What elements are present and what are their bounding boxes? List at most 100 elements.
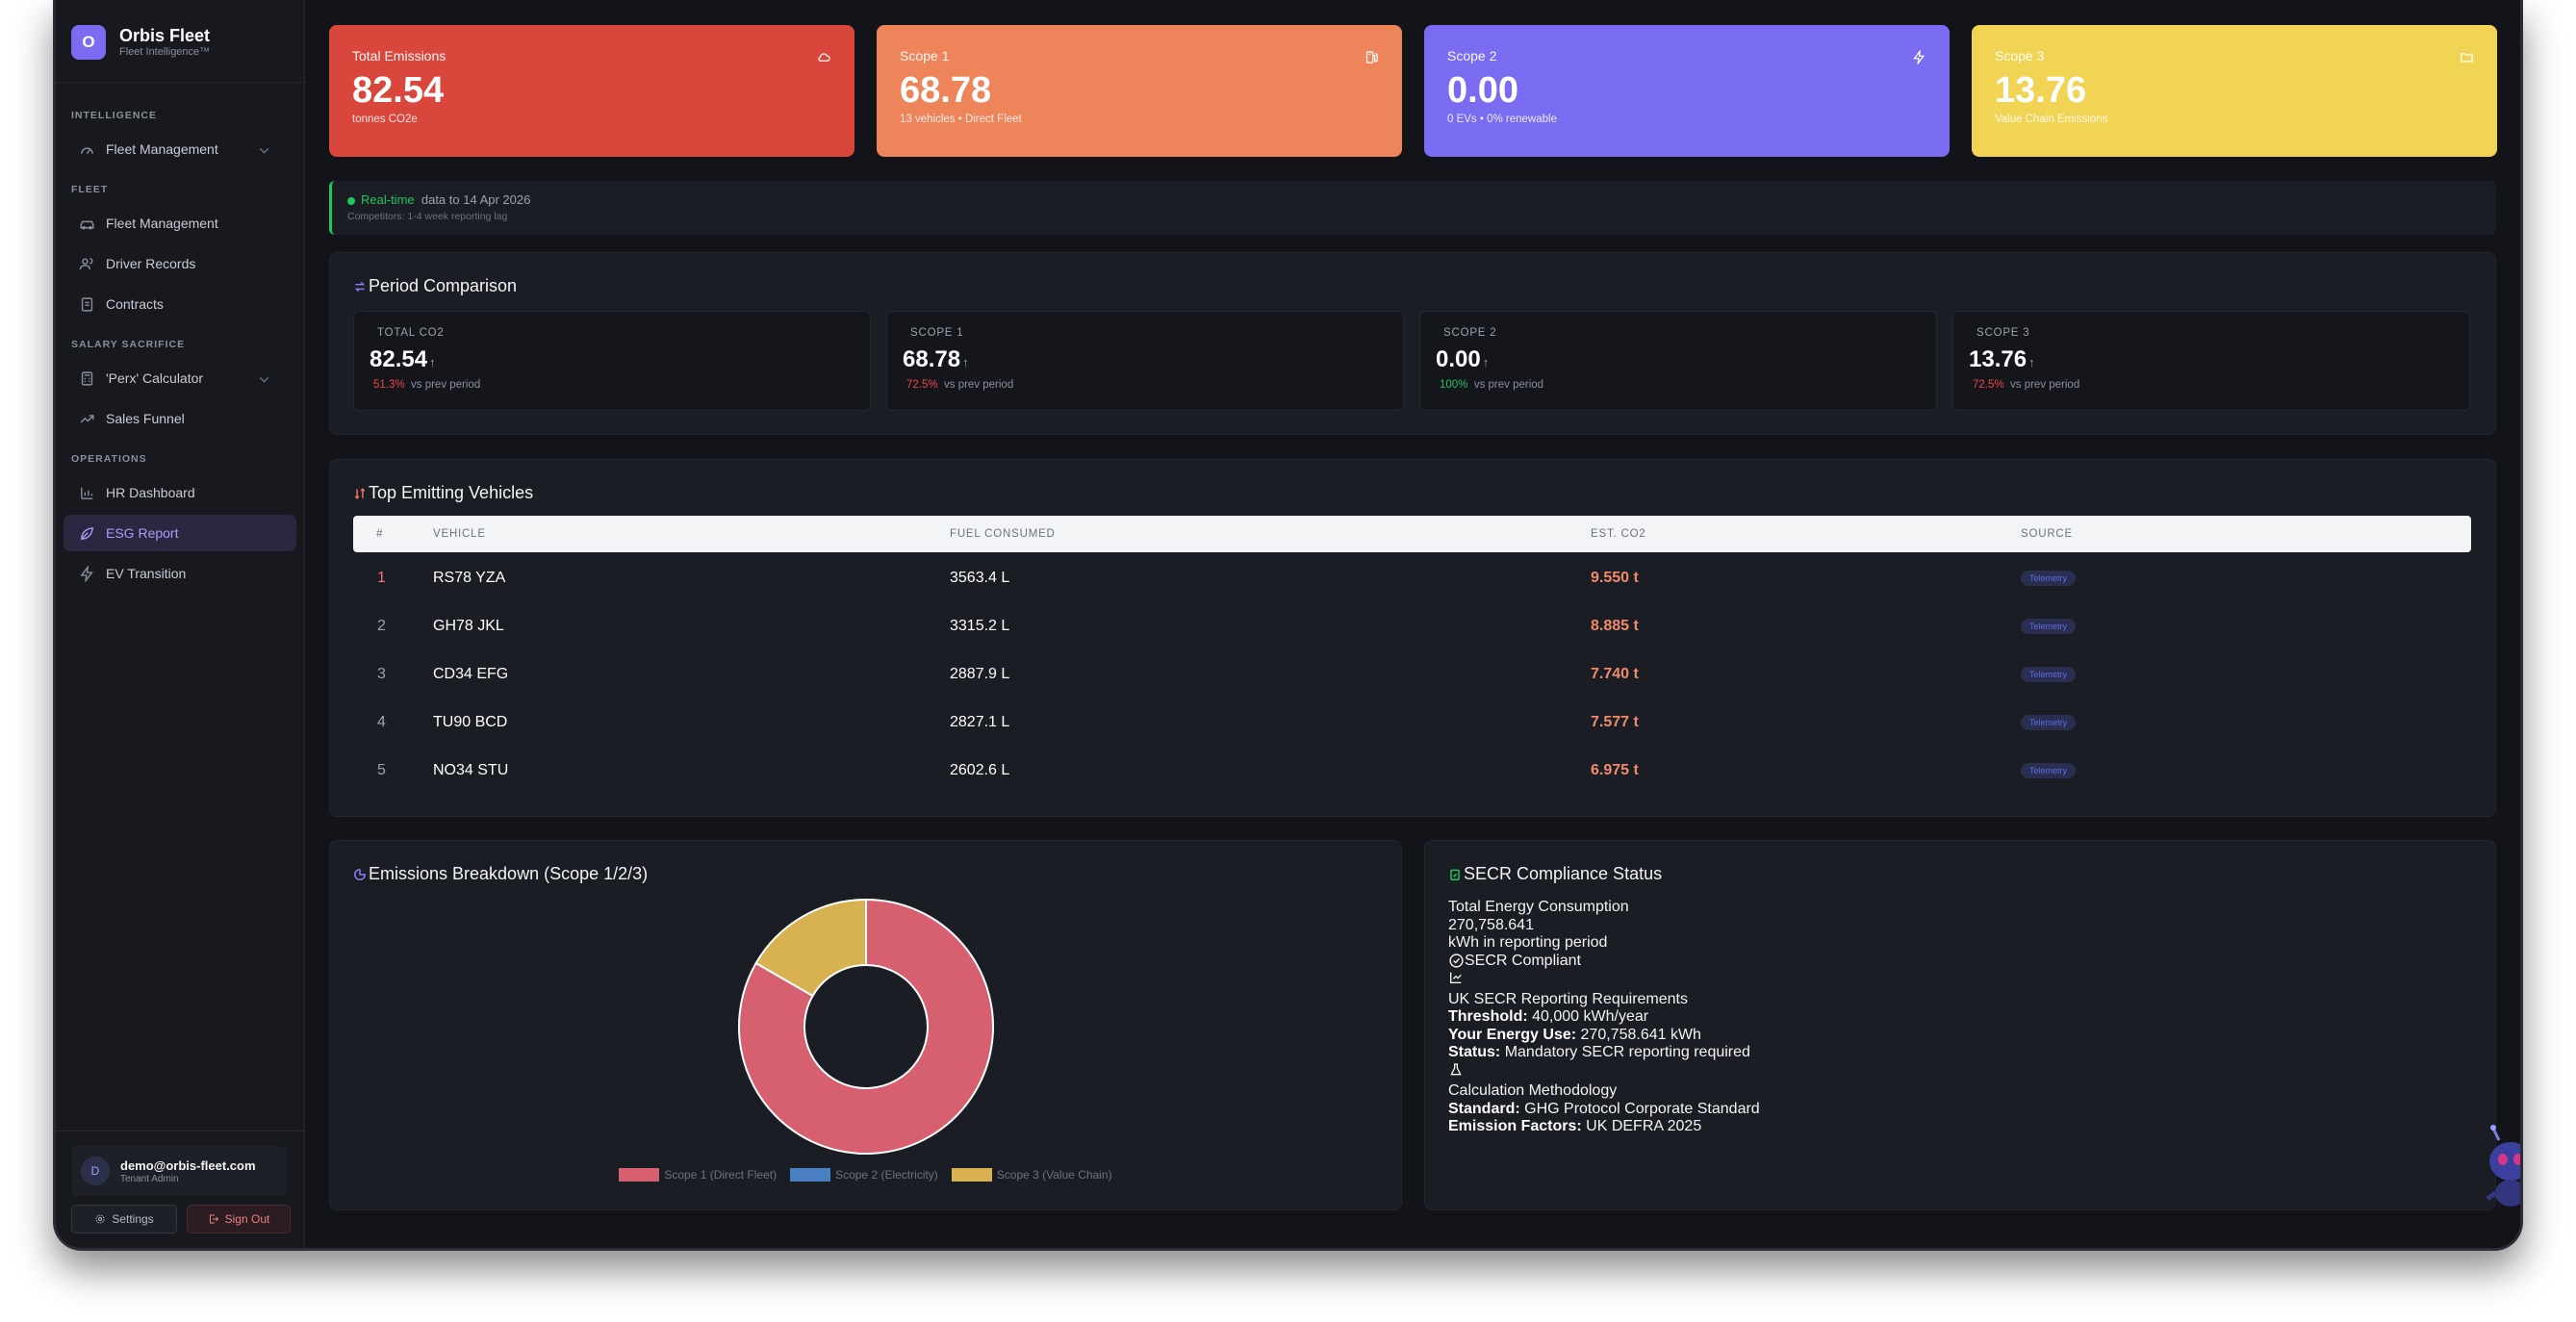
legend-item[interactable]: Scope 1 (Direct Fleet) bbox=[619, 1168, 777, 1182]
period-title: Period Comparison bbox=[369, 276, 518, 295]
energy-use-key: Your Energy Use: bbox=[1448, 1026, 1577, 1043]
legend-swatch bbox=[951, 1168, 992, 1182]
table-header: # VEHICLE FUEL CONSUMED EST. CO2 SOURCE bbox=[353, 516, 2471, 552]
calculator-icon bbox=[81, 370, 93, 386]
period-card-value: 82.54 bbox=[370, 346, 428, 372]
legend-item[interactable]: Scope 2 (Electricity) bbox=[790, 1168, 938, 1182]
cell-co2: 8.885 t bbox=[1591, 618, 1639, 634]
brand-logo: O bbox=[71, 25, 106, 60]
sidebar-item-label: Sales Funnel bbox=[106, 411, 185, 426]
period-card: TOTAL CO2 82.54 ↑ 51.3% vs prev period bbox=[353, 311, 871, 411]
sidebar-item-label: Contracts bbox=[106, 296, 164, 312]
sidebar-item-hr-dashboard[interactable]: HR Dashboard bbox=[64, 474, 296, 511]
period-card-vs: vs prev period bbox=[944, 379, 1014, 391]
bolt-icon bbox=[1913, 50, 1926, 64]
swap-icon bbox=[354, 281, 366, 292]
settings-button[interactable]: Settings bbox=[71, 1205, 177, 1233]
sidebar-item-label: Fleet Management bbox=[106, 216, 218, 231]
total-energy-value: 270,758.641 bbox=[1448, 916, 1534, 933]
assistant-mascot-icon[interactable] bbox=[2480, 1102, 2523, 1212]
emissions-breakdown-panel: Emissions Breakdown (Scope 1/2/3) Scope … bbox=[329, 840, 1402, 1210]
realtime-badge: Real-time bbox=[361, 192, 415, 207]
sidebar-item-label: ESG Report bbox=[106, 525, 179, 541]
brand[interactable]: O Orbis Fleet Fleet Intelligence™ bbox=[71, 25, 210, 60]
breakdown-title: Emissions Breakdown (Scope 1/2/3) bbox=[369, 864, 649, 883]
donut-slice-3[interactable] bbox=[754, 898, 867, 998]
period-card-delta: 72.5% bbox=[906, 379, 938, 391]
trending-up-icon bbox=[80, 414, 94, 423]
period-card-vs: vs prev period bbox=[1473, 379, 1544, 391]
table-row[interactable]: 5 NO34 STU 2602.6 L 6.975 t Telemetry bbox=[353, 747, 2471, 795]
section-label-intelligence: INTELLIGENCE bbox=[71, 110, 158, 121]
section-label-salary-sacrifice: SALARY SACRIFICE bbox=[71, 339, 186, 350]
source-badge: Telemetry bbox=[2021, 763, 2077, 778]
user-card[interactable]: D demo@orbis-fleet.com Tenant Admin bbox=[71, 1146, 287, 1196]
logout-icon bbox=[209, 1214, 218, 1224]
sidebar-item-esg-report[interactable]: ESG Report bbox=[64, 515, 296, 551]
panel-title: Top Emitting Vehicles bbox=[353, 483, 533, 503]
legend-label: Scope 3 (Value Chain) bbox=[996, 1168, 1112, 1182]
emissions-donut-chart bbox=[738, 898, 994, 1155]
settings-label: Settings bbox=[112, 1212, 154, 1226]
legend-item[interactable]: Scope 3 (Value Chain) bbox=[951, 1168, 1112, 1182]
sidebar-item-driver-records[interactable]: Driver Records bbox=[64, 245, 296, 282]
legend-label: Scope 2 (Electricity) bbox=[835, 1168, 938, 1182]
sidebar-item-fleet-management[interactable]: Fleet Management bbox=[64, 205, 296, 242]
user-role: Tenant Admin bbox=[120, 1173, 179, 1184]
app-window: O Orbis Fleet Fleet Intelligence™ INTELL… bbox=[53, 0, 2523, 1251]
col-vehicle: VEHICLE bbox=[433, 528, 486, 540]
sidebar-item-label: 'Perx' Calculator bbox=[106, 370, 204, 386]
cell-vehicle: RS78 YZA bbox=[433, 570, 506, 586]
table-row[interactable]: 4 TU90 BCD 2827.1 L 7.577 t Telemetry bbox=[353, 699, 2471, 747]
donut-slice-1[interactable] bbox=[738, 898, 994, 1155]
chevron-down-icon[interactable] bbox=[256, 142, 272, 159]
period-card-vs: vs prev period bbox=[2010, 379, 2080, 391]
chevron-down-icon[interactable] bbox=[256, 371, 272, 388]
col-co2: EST. CO2 bbox=[1591, 528, 1646, 540]
divider bbox=[56, 82, 304, 83]
folder-icon bbox=[2461, 53, 2473, 63]
sidebar-item-sales-funnel[interactable]: Sales Funnel bbox=[64, 400, 296, 437]
kpi-card-scope-1: Scope 1 68.78 13 vehicles • Direct Fleet bbox=[877, 25, 1402, 157]
cell-fuel: 3315.2 L bbox=[950, 618, 1010, 634]
table-row[interactable]: 2 GH78 JKL 3315.2 L 8.885 t Telemetry bbox=[353, 602, 2471, 650]
kpi-subtext: Value Chain Emissions bbox=[1995, 114, 2108, 125]
table-row[interactable]: 3 CD34 EFG 2887.9 L 7.740 t Telemetry bbox=[353, 650, 2471, 699]
realtime-text: data to 14 Apr 2026 bbox=[421, 192, 531, 207]
sidebar-item-ev-transition[interactable]: EV Transition bbox=[64, 555, 296, 592]
arrow-up-icon: ↑ bbox=[2028, 355, 2035, 369]
sidebar-item-label: EV Transition bbox=[106, 566, 187, 581]
cell-rank: 3 bbox=[377, 666, 386, 682]
sign-out-button[interactable]: Sign Out bbox=[187, 1205, 291, 1233]
table-row[interactable]: 1 RS78 YZA 3563.4 L 9.550 t Telemetry bbox=[353, 554, 2471, 602]
kpi-subtext: 13 vehicles • Direct Fleet bbox=[900, 114, 1022, 125]
sidebar-item-fleet-management-intel[interactable]: Fleet Management bbox=[64, 131, 296, 167]
sidebar-item-perx-calculator[interactable]: 'Perx' Calculator bbox=[64, 360, 296, 396]
source-badge: Telemetry bbox=[2021, 571, 2077, 586]
cell-vehicle: CD34 EFG bbox=[433, 666, 509, 682]
panel-title: Emissions Breakdown (Scope 1/2/3) bbox=[353, 864, 648, 884]
kpi-value: 13.76 bbox=[1995, 70, 2087, 111]
live-dot-icon bbox=[347, 196, 355, 205]
period-card: SCOPE 1 68.78 ↑ 72.5% vs prev period bbox=[886, 311, 1404, 411]
bar-chart-icon bbox=[81, 487, 93, 499]
bolt-icon bbox=[80, 565, 93, 582]
sidebar-item-contracts[interactable]: Contracts bbox=[64, 286, 296, 322]
realtime-banner: Real-time data to 14 Apr 2026 Competitor… bbox=[329, 181, 2496, 235]
cell-fuel: 2827.1 L bbox=[950, 714, 1010, 730]
arrow-up-icon: ↑ bbox=[429, 355, 436, 369]
period-card: SCOPE 2 0.00 ↑ 100% vs prev period bbox=[1419, 311, 1937, 411]
period-card-delta: 51.3% bbox=[373, 379, 405, 391]
cell-rank: 5 bbox=[377, 762, 386, 778]
realtime-note: Competitors: 1-4 week reporting lag bbox=[347, 211, 508, 222]
section-label-fleet: FLEET bbox=[71, 184, 109, 195]
col-rank: # bbox=[376, 528, 384, 540]
total-energy-label: Total Energy Consumption bbox=[1448, 899, 1629, 915]
users-icon bbox=[79, 257, 93, 269]
source-badge: Telemetry bbox=[2021, 715, 2077, 730]
check-circle-icon bbox=[1449, 953, 1464, 968]
kpi-card-scope-3: Scope 3 13.76 Value Chain Emissions bbox=[1972, 25, 2497, 157]
cell-co2: 6.975 t bbox=[1591, 762, 1639, 778]
document-icon bbox=[81, 296, 93, 312]
cloud-icon bbox=[818, 53, 830, 62]
